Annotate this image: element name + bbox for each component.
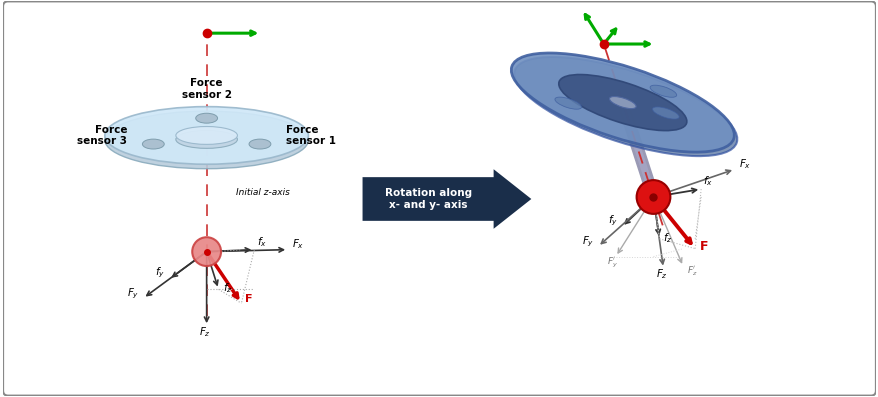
Text: $F_x$: $F_x$ [738,157,751,171]
Text: $F_y$: $F_y$ [126,287,139,301]
Text: $f_y$: $f_y$ [607,213,617,227]
Ellipse shape [248,139,270,149]
Ellipse shape [176,127,237,145]
Text: F: F [700,240,708,252]
Circle shape [636,180,670,214]
Ellipse shape [142,139,164,149]
Ellipse shape [514,57,737,156]
Ellipse shape [608,96,636,109]
Text: $F_z$: $F_z$ [656,268,667,281]
Ellipse shape [558,75,686,131]
Ellipse shape [196,113,218,123]
Ellipse shape [554,97,581,109]
Circle shape [192,237,220,266]
Text: $f_z$: $f_z$ [222,281,232,295]
Ellipse shape [650,85,676,97]
Text: $F_z$: $F_z$ [198,325,211,339]
Text: $F_y'$: $F_y'$ [607,256,617,270]
Ellipse shape [104,111,308,169]
Text: Force
sensor 3: Force sensor 3 [77,125,127,146]
Ellipse shape [511,53,733,152]
Text: $F_x$: $F_x$ [291,238,304,251]
Text: $F_y$: $F_y$ [581,235,594,249]
Text: $f_z$: $f_z$ [663,231,673,245]
Ellipse shape [176,131,237,148]
Text: Initial z-axis: Initial z-axis [236,187,290,197]
Polygon shape [362,169,530,229]
Ellipse shape [104,107,308,164]
Ellipse shape [651,107,679,119]
Text: Rotation along
x- and y- axis: Rotation along x- and y- axis [384,188,471,210]
Text: Force
sensor 1: Force sensor 1 [285,125,335,146]
Text: Force
sensor 2: Force sensor 2 [182,78,232,100]
FancyBboxPatch shape [3,1,875,396]
Text: $f_y$: $f_y$ [155,266,165,280]
Text: F: F [245,294,253,304]
Text: $f_x$: $f_x$ [257,236,267,249]
Text: $F_z'$: $F_z'$ [687,264,697,278]
Text: $f_x$: $f_x$ [702,174,712,188]
